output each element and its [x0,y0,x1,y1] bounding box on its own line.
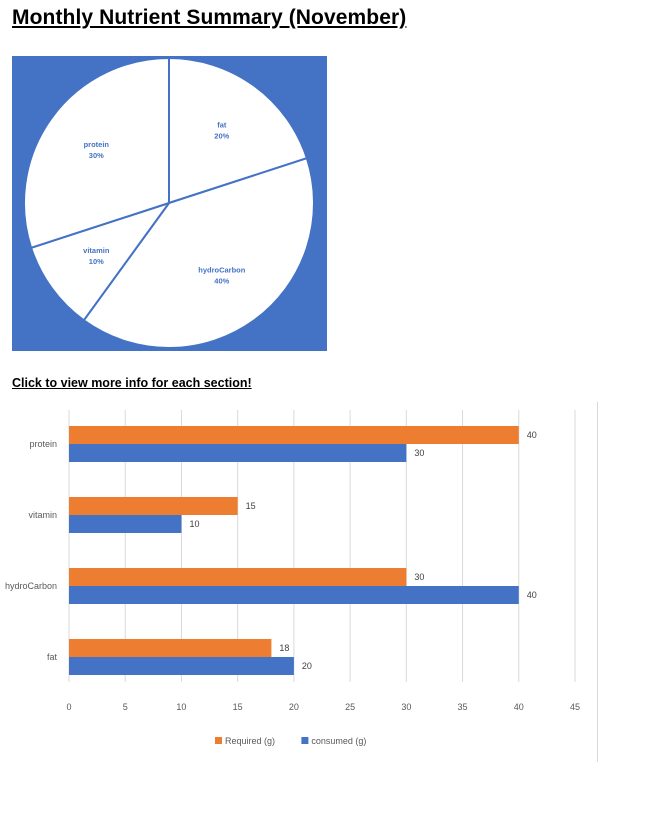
pie-percent-fat: 20% [214,131,229,140]
page-title: Monthly Nutrient Summary (November) [12,6,407,29]
x-tick-label: 0 [66,702,71,712]
bar-value-label: 30 [414,572,424,582]
pie-slice-vitamin[interactable] [29,201,172,322]
bar-required-vitamin[interactable] [69,497,238,515]
x-tick-label: 30 [401,702,411,712]
chart-border-line [597,402,598,762]
pie-label-hydrocarbon: hydroCarbon [198,266,246,275]
x-tick-label: 10 [176,702,186,712]
legend-entry: Required (g) [225,736,275,746]
category-label: vitamin [28,510,57,520]
category-label: protein [29,439,57,449]
pie-slice-fat[interactable] [168,56,309,205]
pie-label-fat: fat [217,120,227,129]
pie-slice-protein[interactable] [23,56,170,250]
bar-value-label: 18 [279,643,289,653]
bar-required-fat[interactable] [69,639,272,657]
bar-consumed-fat[interactable] [69,657,294,675]
pie-percent-protein: 30% [89,151,104,160]
bar-value-label: 10 [189,519,199,529]
bar-consumed-protein[interactable] [69,444,407,462]
legend-entry: consumed (g) [311,736,366,746]
pie-percent-hydrocarbon: 40% [214,277,229,286]
pie-slice-hydrocarbon[interactable] [82,156,315,349]
legend-swatch [301,737,309,744]
section-info-link[interactable]: Click to view more info for each section… [12,376,252,390]
x-tick-label: 5 [123,702,128,712]
bar-consumed-vitamin[interactable] [69,515,182,533]
x-tick-label: 20 [289,702,299,712]
bar-consumed-hydrocarbon[interactable] [69,586,519,604]
bar-value-label: 40 [527,430,537,440]
legend-swatch [215,737,222,744]
x-tick-label: 25 [345,702,355,712]
category-label: fat [47,652,58,662]
pie-label-vitamin: vitamin [83,246,110,255]
bar-value-label: 20 [302,661,312,671]
pie-label-protein: protein [84,140,110,149]
bar-required-hydrocarbon[interactable] [69,568,407,586]
x-tick-label: 45 [570,702,580,712]
bar-value-label: 40 [527,590,537,600]
bar-required-protein[interactable] [69,426,519,444]
bar-value-label: 30 [414,448,424,458]
bar-chart: 0 5 10 15 20 25 30 35 40 45 protein 40 30 vitamin 15 10… [0,400,600,770]
x-tick-label: 35 [458,702,468,712]
pie-percent-vitamin: 10% [89,257,104,266]
x-tick-label: 40 [514,702,524,712]
bar-value-label: 15 [246,501,256,511]
pie-chart[interactable]: fat 20% hydroCarbon 40% vitamin 10% protein 30% [12,56,327,351]
category-label: hydroCarbon [5,581,57,591]
x-tick-label: 15 [233,702,243,712]
